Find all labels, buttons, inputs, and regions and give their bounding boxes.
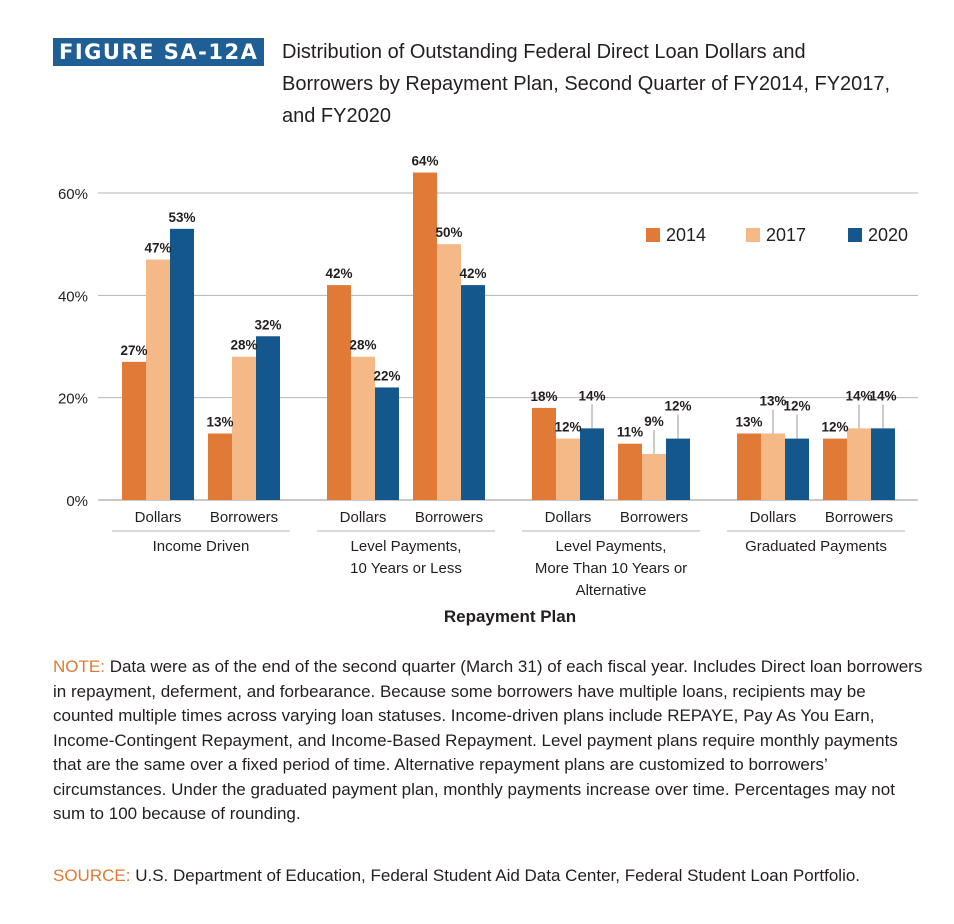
data-label: 42% (459, 266, 486, 281)
bar-2017 (437, 244, 461, 500)
group-label: Graduated Payments (745, 538, 887, 555)
category-label: Dollars (135, 509, 182, 526)
data-label: 13% (206, 414, 233, 429)
data-label: 64% (411, 154, 438, 169)
data-label: 12% (783, 399, 810, 414)
data-label: 32% (254, 317, 281, 332)
bar-2017 (232, 356, 256, 500)
bar-2017 (146, 259, 170, 500)
bar-2017 (847, 428, 871, 500)
data-label: 11% (617, 425, 643, 440)
category-label: Borrowers (415, 509, 483, 526)
category-label: Dollars (750, 509, 797, 526)
source-text: U.S. Department of Education, Federal St… (135, 866, 861, 885)
bar-2014 (413, 172, 437, 501)
data-label: 12% (664, 399, 691, 414)
y-tick-label: 20% (58, 391, 88, 408)
group-label: Level Payments, More Than 10 Years or Alte… (535, 538, 687, 599)
y-tick-label: 40% (58, 288, 88, 305)
category-label: Borrowers (825, 509, 893, 526)
legend-swatch-2020 (848, 228, 862, 242)
legend-swatch-2017 (746, 228, 760, 242)
note: NOTE: Data were as of the end of the sec… (53, 655, 923, 827)
group-label: Level Payments, 10 Years or Less (350, 538, 462, 577)
bar-2020 (375, 387, 399, 500)
bar-2014 (737, 433, 761, 500)
data-label: 22% (373, 368, 400, 383)
bar-2017 (761, 433, 785, 500)
bar-2014 (122, 361, 146, 500)
bar-2014 (823, 438, 847, 500)
bar-2014 (618, 443, 642, 500)
data-label: 28% (230, 338, 257, 353)
data-label: 42% (325, 266, 352, 281)
note-label: NOTE: (53, 657, 105, 676)
group-label: Income Driven (153, 538, 250, 555)
bar-2017 (642, 453, 666, 500)
data-label: 14% (578, 388, 605, 403)
bar-2014 (327, 285, 351, 500)
data-label: 13% (735, 414, 762, 429)
figure-label: FIGURE SA-12A (53, 38, 265, 66)
data-label: 14% (845, 388, 872, 403)
data-label: 27% (120, 343, 147, 358)
category-label: Borrowers (620, 509, 688, 526)
data-label: 53% (168, 210, 195, 225)
y-tick-label: 0% (66, 493, 88, 510)
bar-2017 (556, 438, 580, 500)
figure-title: Distribution of Outstanding Federal Dire… (282, 41, 891, 127)
bar-2020 (666, 438, 690, 500)
bar-2020 (256, 336, 280, 500)
x-axis-title: Repayment Plan (444, 607, 576, 626)
data-label: 50% (435, 225, 462, 240)
bar-2020 (461, 285, 485, 500)
bar-2020 (871, 428, 895, 500)
bar-2014 (208, 433, 232, 500)
bar-chart: 0%20%40%60%27%13%42%64%18%11%13% 12%47%28… (58, 154, 918, 626)
data-label: 14% (869, 388, 896, 403)
note-text: Data were as of the end of the second qu… (53, 657, 923, 823)
bar-2014 (532, 407, 556, 500)
y-tick-label: 60% (58, 186, 88, 203)
data-label: 13% (759, 393, 786, 408)
data-label: 12% (554, 420, 581, 435)
category-label: Dollars (545, 509, 592, 526)
data-label: 47% (144, 241, 171, 256)
data-label: 12% (821, 420, 848, 435)
source-label: SOURCE: (53, 866, 131, 885)
category-label: Borrowers (210, 509, 278, 526)
data-label: 28% (349, 338, 376, 353)
data-label: 18% (530, 389, 557, 404)
bar-2020 (170, 228, 194, 501)
legend-label-2020: 2020 (868, 225, 908, 245)
bar-2017 (351, 356, 375, 500)
source: SOURCE: U.S. Department of Education, Fe… (53, 864, 923, 889)
data-label: 9% (644, 414, 664, 429)
category-label: Dollars (340, 509, 387, 526)
bar-2020 (580, 428, 604, 500)
legend-swatch-2014 (646, 228, 660, 242)
bar-2020 (785, 438, 809, 500)
legend-label-2017: 2017 (766, 225, 806, 245)
legend-label-2014: 2014 (666, 225, 706, 245)
